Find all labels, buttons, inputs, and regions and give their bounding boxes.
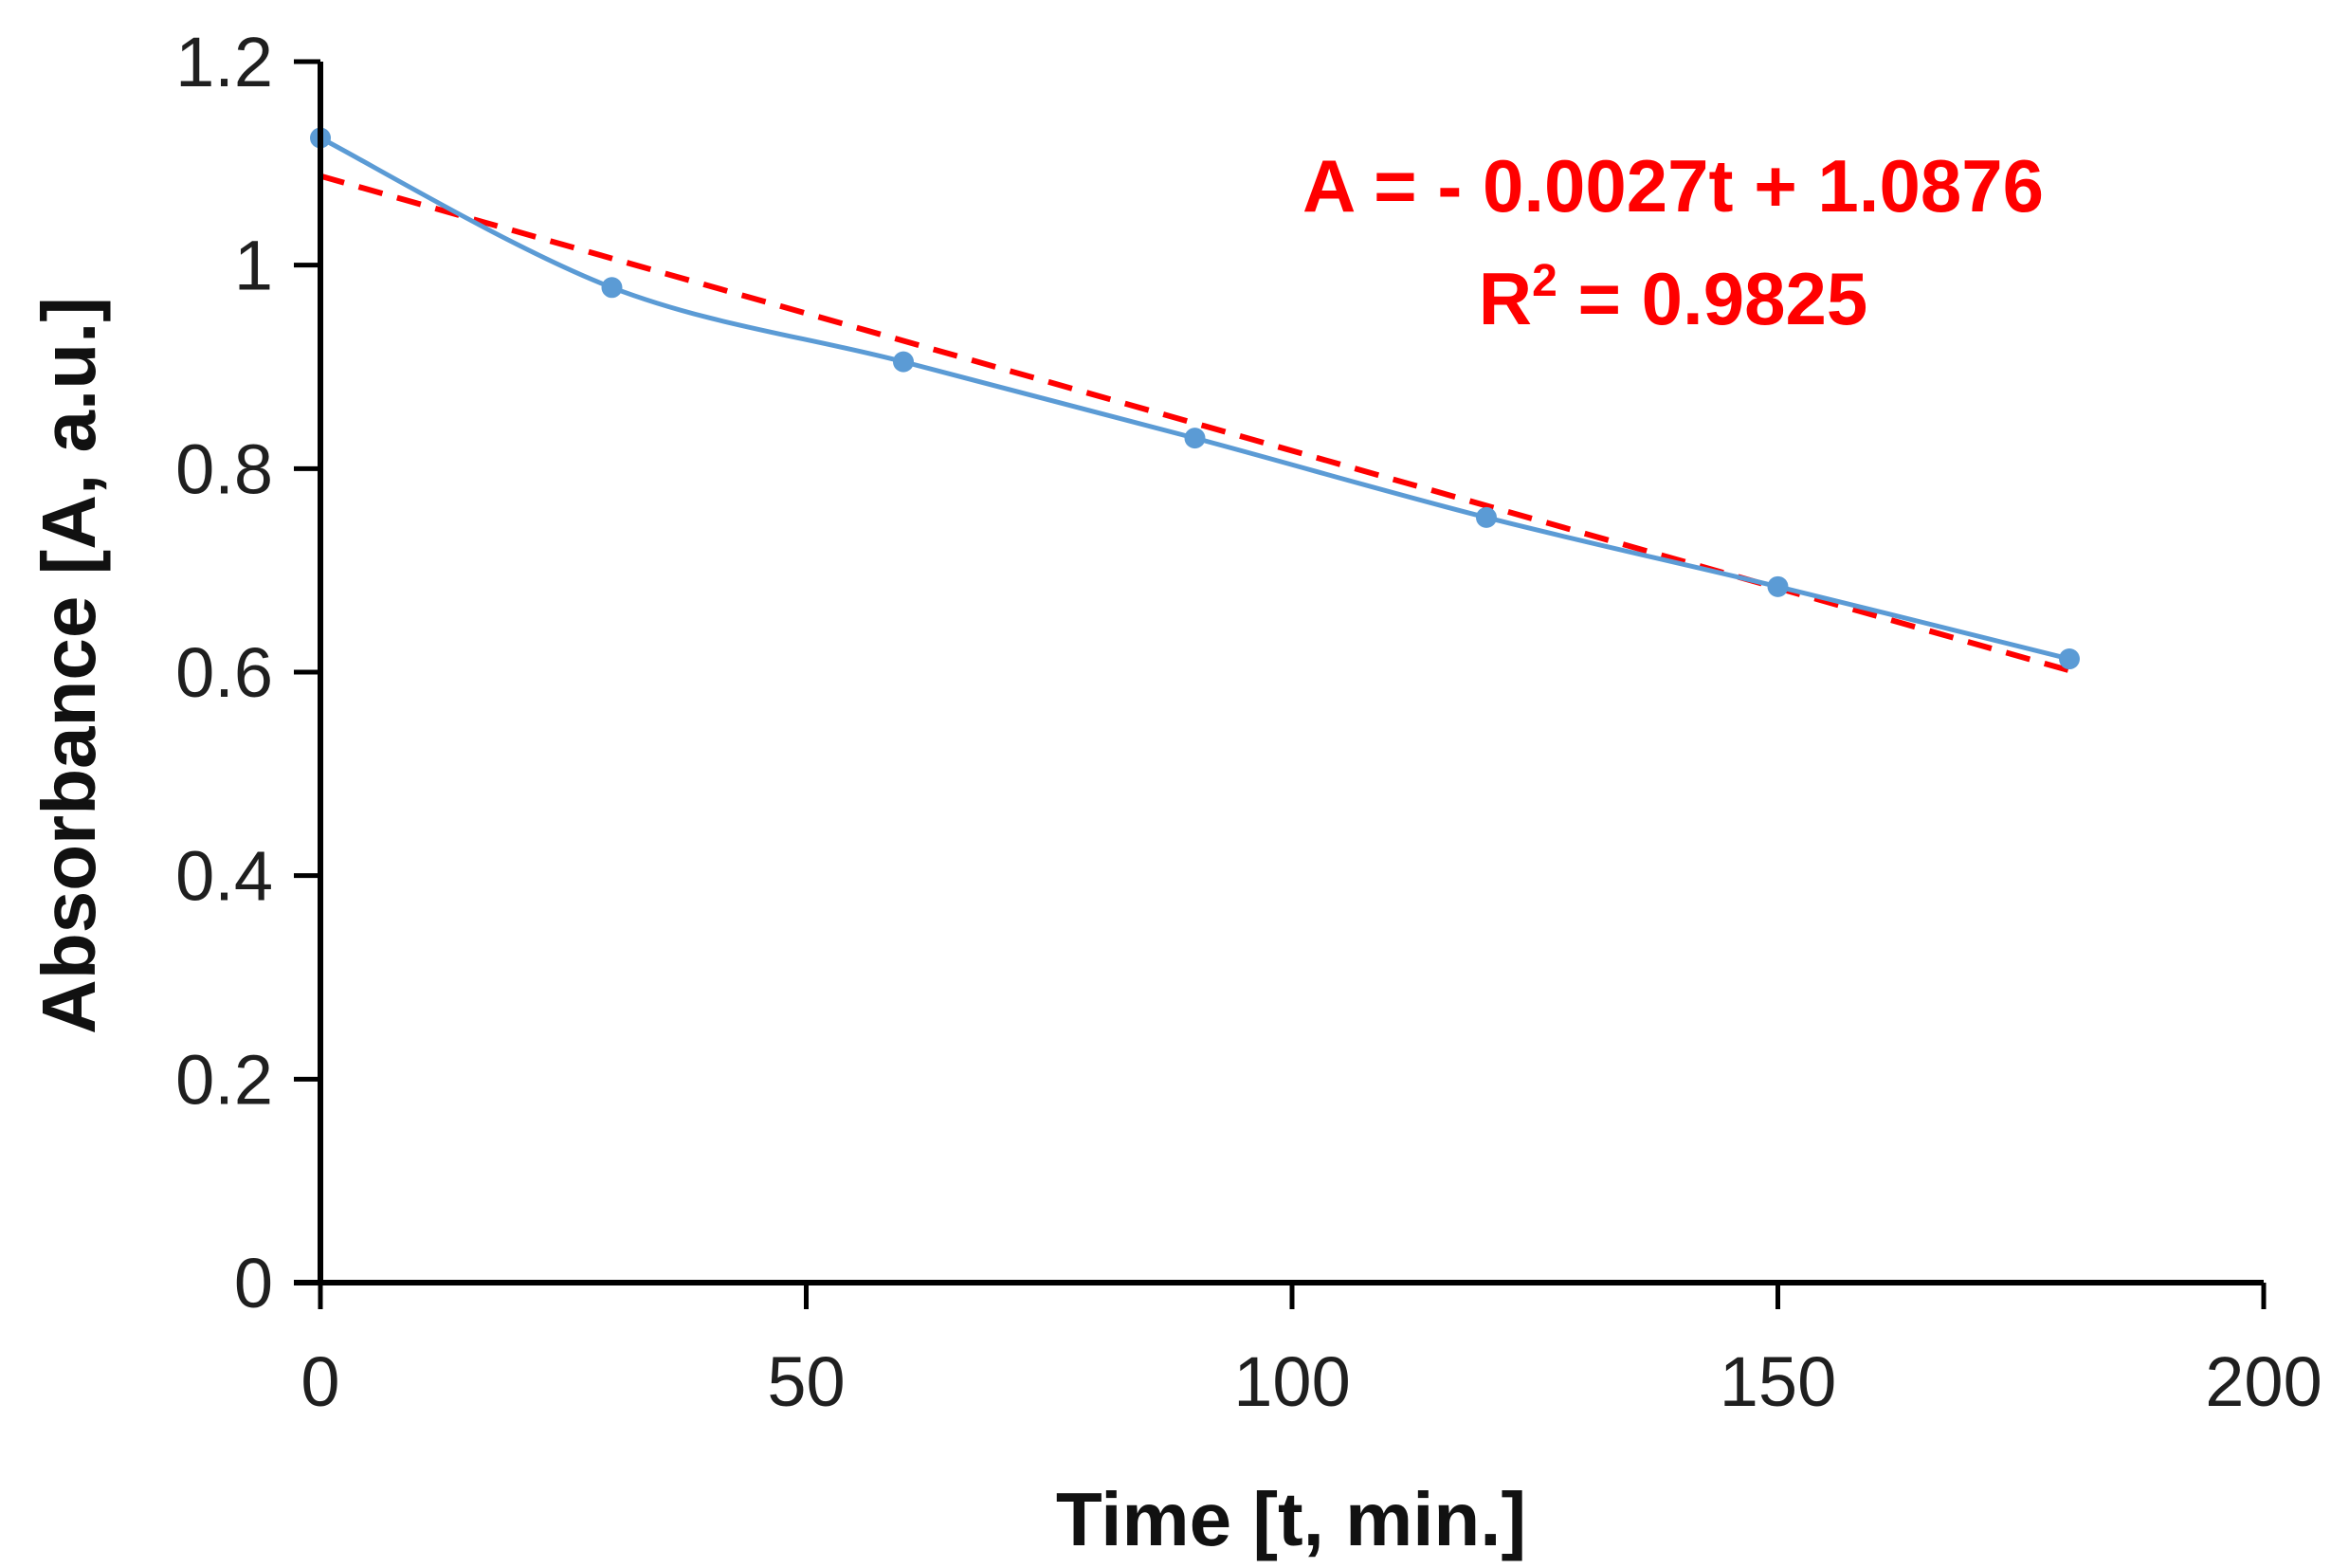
- data-point: [1184, 428, 1206, 449]
- data-point: [893, 351, 914, 373]
- x-axis-title: Time [t, min.]: [1056, 1477, 1526, 1561]
- trendline-equation: A = - 0.0027t + 1.0876: [1302, 144, 2044, 228]
- x-tick-label: 200: [2205, 1342, 2322, 1421]
- y-axis-ticks: 0 0.2 0.4 0.6 0.8 1 1.2: [175, 23, 320, 1322]
- axes: [294, 62, 2264, 1285]
- x-axis-ticks: 0 50 100 150 200: [300, 1283, 2322, 1421]
- data-point: [1476, 506, 1497, 528]
- y-tick-label: 0.6: [175, 633, 273, 712]
- x-tick-label: 100: [1233, 1342, 1350, 1421]
- trendline-group: [319, 173, 2070, 674]
- y-tick-label: 0.4: [175, 837, 273, 916]
- data-point: [2059, 648, 2080, 670]
- y-tick-label: 0.2: [175, 1040, 273, 1119]
- series-group: [310, 127, 2080, 670]
- x-tick-label: 0: [300, 1342, 339, 1421]
- r-squared-value: = 0.9825: [1557, 257, 1867, 340]
- x-tick-label: 50: [767, 1342, 845, 1421]
- x-tick-label: 150: [1720, 1342, 1836, 1421]
- y-axis-title: Absorbance [A, a.u.]: [27, 297, 111, 1034]
- r-squared-symbol: R: [1479, 257, 1532, 340]
- linear-trendline: [319, 173, 2070, 674]
- r-squared-annotation: R2 = 0.9825: [1479, 256, 1868, 340]
- y-tick-label: 0.8: [175, 429, 273, 508]
- data-point: [1767, 575, 1789, 597]
- data-point: [601, 277, 623, 299]
- y-tick-label: 1: [234, 227, 273, 305]
- y-tick-label: 1.2: [175, 23, 273, 101]
- y-tick-label: 0: [234, 1244, 273, 1322]
- r-squared-exponent: 2: [1532, 256, 1557, 306]
